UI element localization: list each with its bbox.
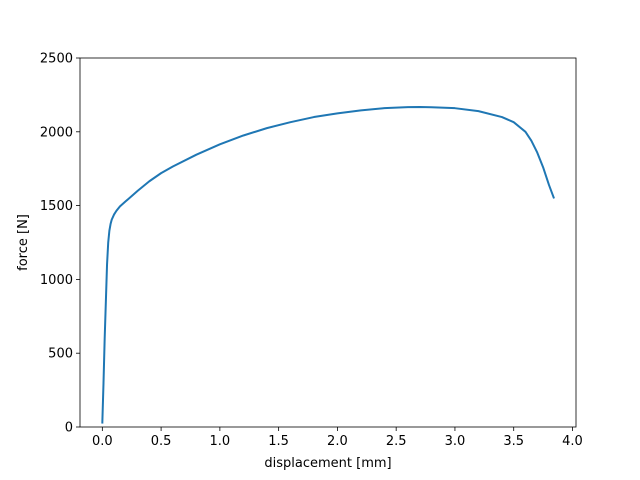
plot-area <box>80 58 576 427</box>
x-tick-label: 3.0 <box>445 434 466 449</box>
y-tick-label: 1500 <box>40 199 73 214</box>
y-axis-ticks: 0 500 1000 1500 2000 2500 <box>40 52 80 436</box>
x-tick-label: 0.0 <box>92 434 113 449</box>
x-tick-label: 1.0 <box>210 434 231 449</box>
plot-frame <box>79 57 577 428</box>
x-tick-label: 2.0 <box>327 434 348 449</box>
x-tick-label: 0.5 <box>151 434 172 449</box>
y-tick-label: 500 <box>48 347 73 362</box>
x-tick-label: 4.0 <box>562 434 583 449</box>
x-axis-ticks: 0.0 0.5 1.0 1.5 2.0 2.5 3.0 3.5 4.0 <box>92 427 583 449</box>
x-tick-label: 3.5 <box>503 434 524 449</box>
y-tick-label: 1000 <box>40 273 73 288</box>
force-displacement-line <box>101 106 555 424</box>
y-tick-label: 0 <box>65 421 73 436</box>
y-tick-label: 2000 <box>40 125 73 140</box>
x-tick-label: 1.5 <box>268 434 289 449</box>
y-axis-label: force [N] <box>16 214 31 271</box>
y-tick-label: 2500 <box>40 52 73 67</box>
x-axis-label: displacement [mm] <box>264 456 391 471</box>
x-tick-label: 2.5 <box>386 434 407 449</box>
